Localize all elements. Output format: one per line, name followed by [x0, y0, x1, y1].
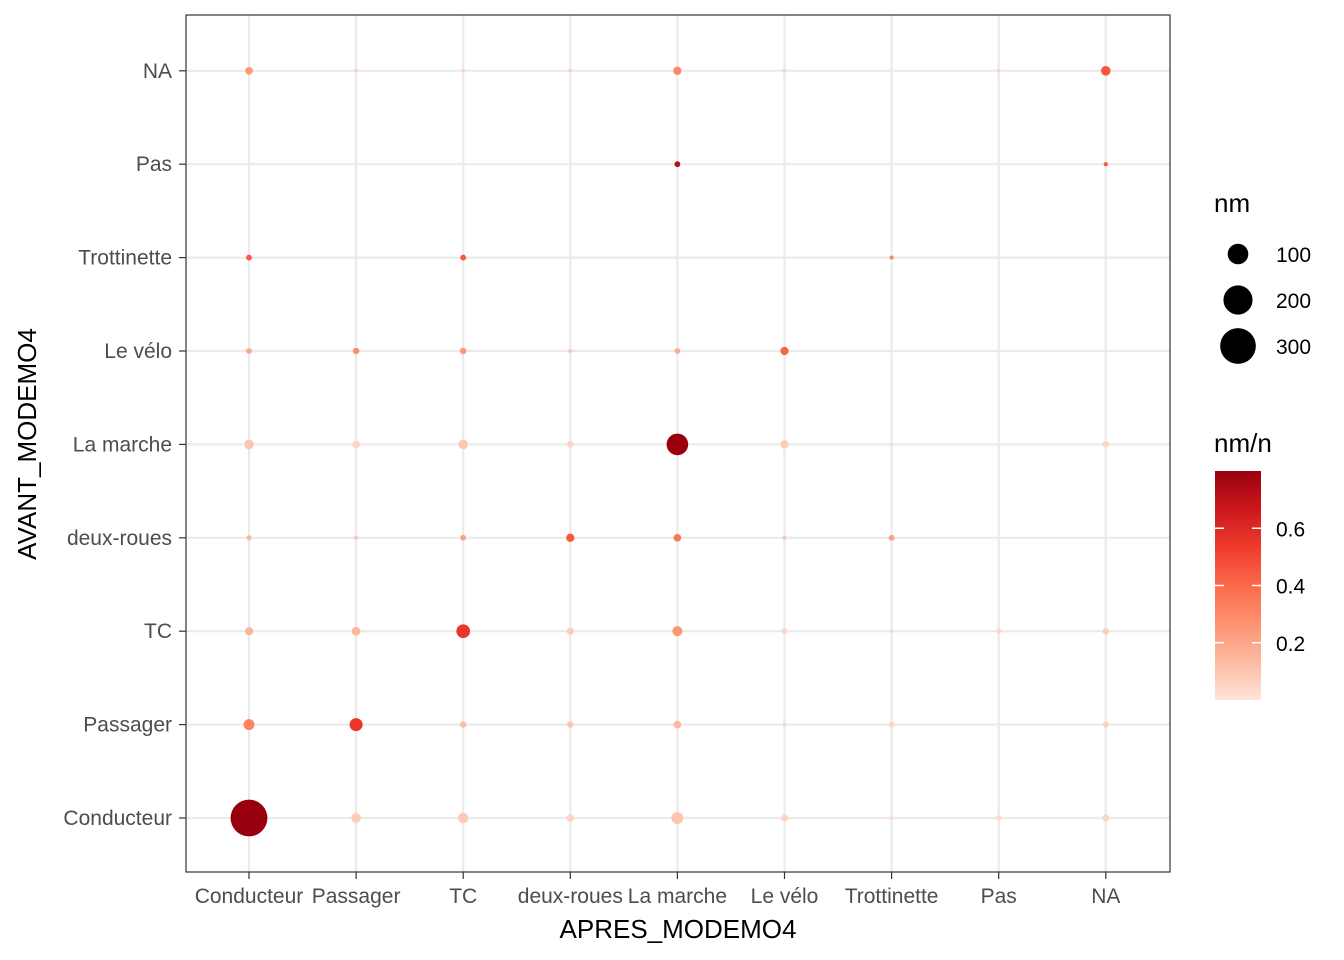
data-point	[244, 627, 254, 636]
data-point	[674, 348, 681, 354]
data-point	[352, 347, 360, 355]
size-legend-label: 200	[1276, 290, 1311, 313]
data-point	[568, 348, 573, 354]
data-point	[889, 255, 894, 260]
size-legend-key	[1227, 243, 1249, 265]
data-point	[354, 68, 359, 73]
data-point	[246, 535, 252, 541]
size-legend-label: 300	[1276, 336, 1311, 359]
data-point	[888, 534, 895, 541]
data-point	[460, 254, 467, 261]
y-tick-label: deux-roues	[67, 527, 172, 550]
x-axis: Conducteur Passager TC deux-roues La marche L…	[195, 872, 1120, 908]
data-point	[246, 254, 252, 261]
size-legend-key	[1220, 328, 1256, 364]
x-tick-label: deux-roues	[518, 885, 623, 908]
x-tick-label: Passager	[312, 885, 401, 908]
color-bar-label: 0.2	[1276, 633, 1305, 656]
data-point	[568, 68, 573, 73]
data-point	[673, 720, 682, 729]
y-axis: Conducteur Passager TC deux-roues La marche L…	[63, 60, 186, 830]
data-point	[672, 626, 683, 637]
y-tick-label: TC	[144, 620, 172, 643]
data-point	[666, 433, 689, 456]
data-point	[1103, 162, 1108, 167]
data-point	[780, 346, 789, 356]
x-tick-label: NA	[1091, 885, 1120, 908]
y-tick-label: La marche	[73, 433, 172, 456]
data-point	[566, 533, 575, 542]
data-point	[567, 441, 574, 448]
data-point	[458, 439, 469, 450]
data-point	[456, 624, 471, 639]
x-axis-title: APRES_MODEMO4	[560, 914, 797, 944]
data-point	[459, 721, 467, 728]
data-point	[243, 719, 255, 731]
data-points	[230, 65, 1111, 837]
data-point	[461, 68, 466, 73]
data-point	[566, 627, 574, 635]
data-point	[1100, 65, 1111, 76]
data-point	[1102, 627, 1110, 635]
size-legend-label: 100	[1276, 244, 1311, 267]
data-point	[1102, 814, 1110, 822]
data-point	[780, 440, 789, 449]
data-point	[352, 440, 360, 449]
data-point	[780, 814, 789, 822]
data-point	[245, 66, 253, 75]
data-point	[230, 799, 268, 837]
data-point	[1102, 721, 1109, 728]
data-point	[888, 721, 895, 728]
data-point	[995, 815, 1002, 821]
data-point	[889, 442, 894, 447]
y-tick-label: Le vélo	[104, 340, 172, 363]
color-legend: nm/n 0.2 0.4 0.6	[1214, 428, 1306, 700]
color-bar-label: 0.6	[1276, 518, 1305, 541]
y-tick-label: NA	[143, 60, 172, 83]
data-point	[351, 813, 361, 823]
data-point	[349, 718, 363, 732]
x-tick-label: Pas	[981, 885, 1017, 908]
data-point	[351, 626, 361, 636]
y-tick-label: Pas	[136, 153, 172, 176]
y-tick-label: Conducteur	[63, 807, 172, 830]
y-tick-label: Trottinette	[78, 247, 172, 270]
data-point	[244, 439, 254, 450]
data-point	[996, 628, 1002, 634]
data-point	[1102, 441, 1110, 448]
x-tick-label: Le vélo	[751, 885, 819, 908]
data-point	[674, 161, 681, 168]
data-point	[782, 535, 787, 540]
x-tick-label: Trottinette	[845, 885, 939, 908]
data-point	[460, 534, 467, 541]
data-point	[782, 722, 787, 727]
size-legend-key	[1223, 285, 1253, 315]
x-tick-label: Conducteur	[195, 885, 304, 908]
data-point	[671, 811, 684, 825]
data-point	[566, 814, 575, 822]
size-legend-title: nm	[1214, 188, 1250, 218]
data-point	[996, 68, 1001, 73]
size-legend: nm 100 200 300	[1214, 188, 1311, 364]
data-point	[673, 533, 682, 542]
y-axis-title: AVANT_MODEMO4	[12, 328, 42, 560]
data-point	[673, 66, 682, 75]
data-point	[459, 347, 467, 355]
data-point	[354, 535, 359, 540]
color-legend-title: nm/n	[1214, 428, 1272, 458]
x-tick-label: La marche	[628, 885, 727, 908]
data-point	[889, 815, 894, 821]
data-point	[781, 628, 788, 635]
data-point	[782, 68, 787, 73]
y-tick-label: Passager	[83, 714, 172, 737]
data-point	[246, 348, 252, 354]
x-tick-label: TC	[449, 885, 477, 908]
data-point	[567, 721, 574, 728]
data-point	[457, 812, 469, 824]
color-bar-label: 0.4	[1276, 576, 1306, 599]
data-point	[889, 629, 894, 634]
